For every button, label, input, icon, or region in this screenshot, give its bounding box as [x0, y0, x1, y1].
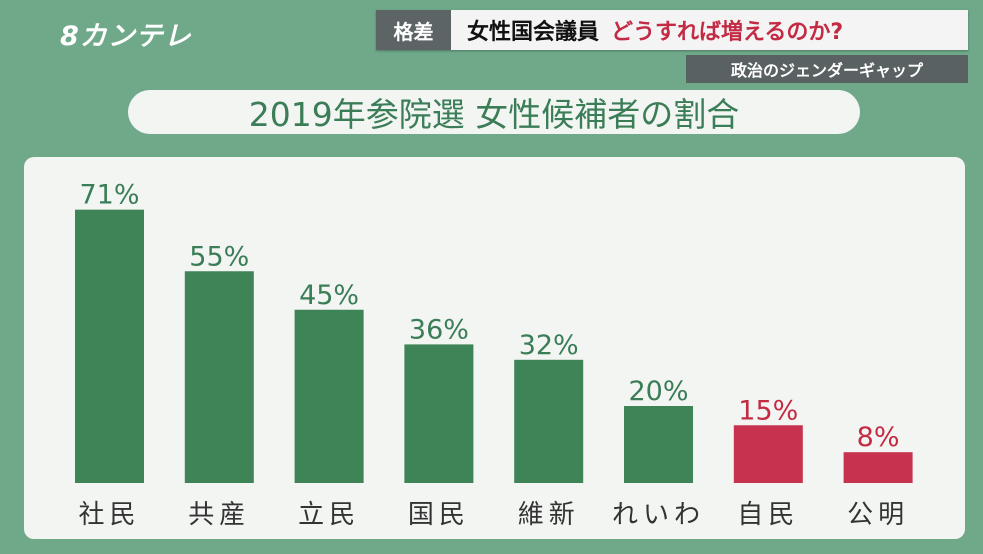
value-label: 45%	[299, 280, 359, 311]
chart-title: 2019年参院選 女性候補者の割合	[128, 90, 860, 134]
category-label: 公明	[847, 500, 909, 530]
caption-headline-black: 女性国会議員	[467, 20, 600, 45]
value-label: 32%	[519, 330, 579, 361]
bar-立民	[294, 309, 364, 483]
news-caption: 格差 女性国会議員 どうすれば増えるのか?	[376, 10, 968, 50]
value-label: 71%	[79, 180, 139, 211]
caption-tag: 格差	[376, 10, 451, 50]
category-label: 自民	[737, 500, 799, 530]
bar-共産	[184, 271, 254, 483]
bar-自民	[733, 425, 803, 483]
value-label: 20%	[628, 376, 688, 407]
bar-国民	[404, 344, 474, 483]
bar-れいわ	[624, 406, 693, 483]
category-label: 国民	[408, 500, 470, 530]
category-label: れいわ	[612, 500, 705, 530]
category-label: 共産	[188, 500, 250, 530]
bar-維新	[514, 359, 584, 483]
category-label: 立民	[298, 500, 360, 530]
caption-headline-red: どうすれば増えるのか?	[611, 20, 844, 45]
value-label: 55%	[189, 241, 249, 272]
value-label: 8%	[857, 422, 900, 453]
bar-chart: 71% 社民 55% 共産 45% 立民 36% 国民 32% 維新 20% れいわ 15% 自民 8% 公明	[75, 180, 913, 530]
category-label: 維新	[518, 500, 580, 530]
category-label: 社民	[78, 500, 140, 530]
bar-公明	[843, 452, 913, 483]
bar-社民	[75, 209, 144, 483]
kantele-logo: 8カンテレ	[60, 21, 192, 52]
caption-subtitle: 政治のジェンダーギャップ	[686, 55, 968, 83]
value-label: 15%	[738, 395, 798, 426]
caption-headline: 女性国会議員 どうすれば増えるのか?	[451, 10, 968, 50]
chart-panel: 71% 社民 55% 共産 45% 立民 36% 国民 32% 維新 20% れいわ 15% 自民 8% 公明	[24, 157, 965, 539]
value-label: 36%	[409, 314, 469, 345]
